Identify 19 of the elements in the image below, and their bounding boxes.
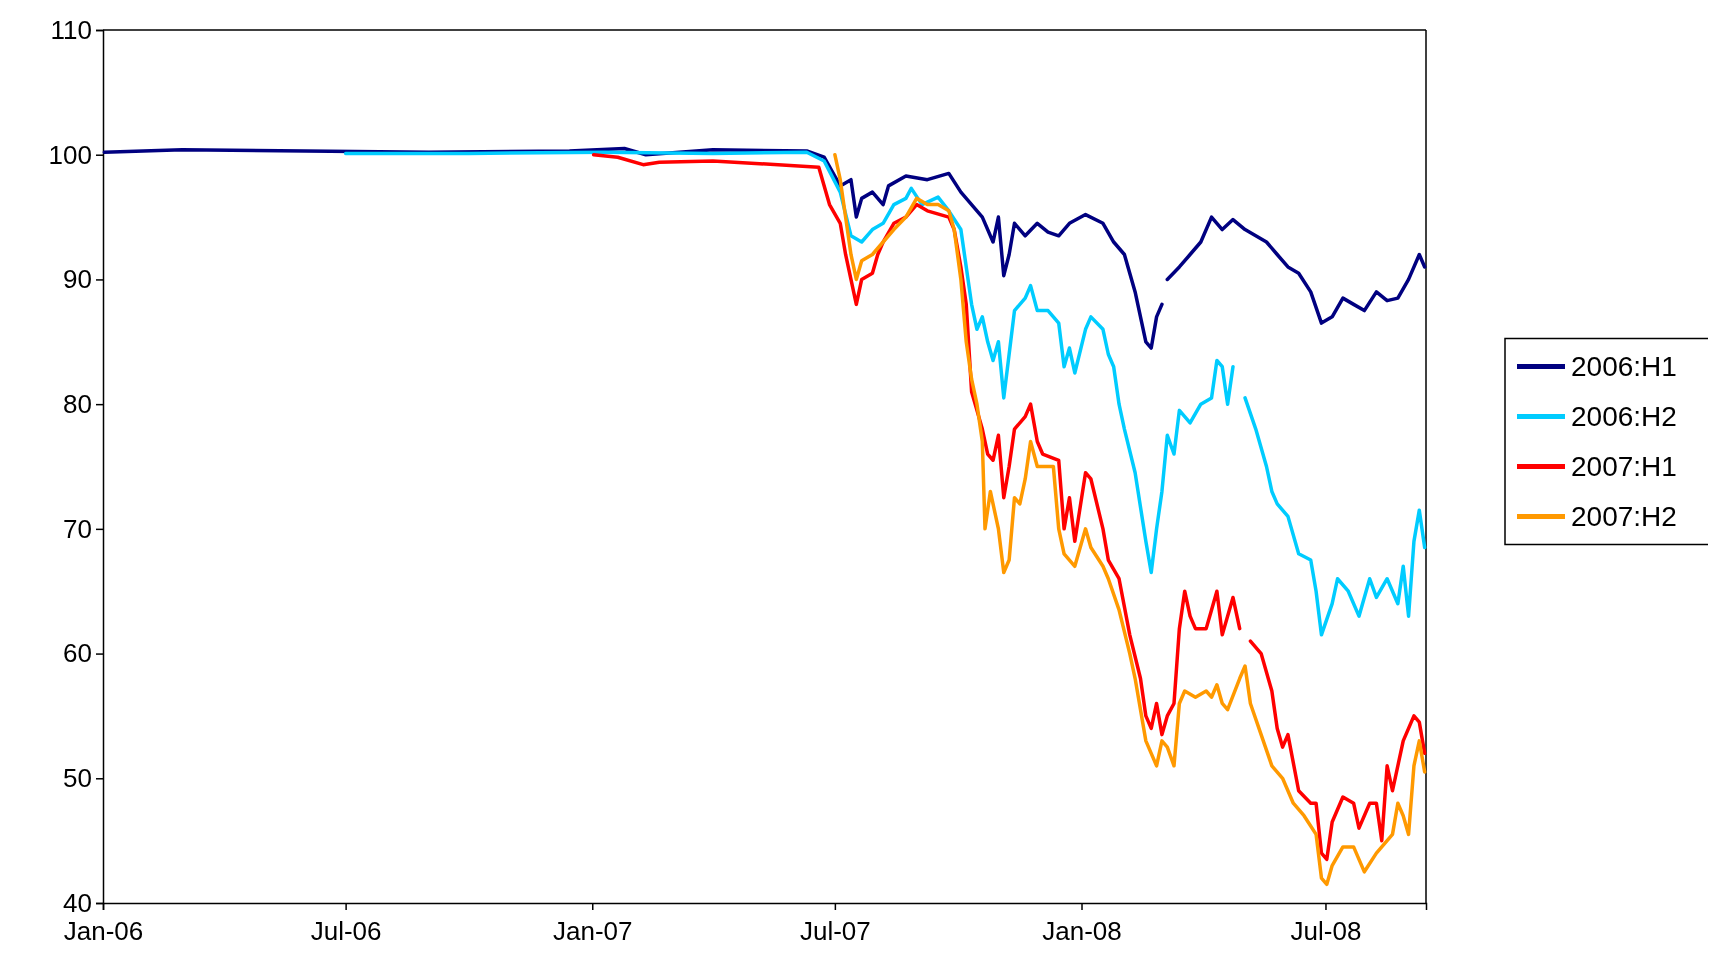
legend-label: 2006:H1 (1571, 350, 1677, 382)
y-tick-label: 70 (63, 513, 92, 544)
y-tick-label: 110 (50, 14, 92, 45)
legend-label: 2007:H2 (1571, 500, 1677, 532)
x-tick-label: Jul-06 (310, 916, 382, 947)
line-series (833, 152, 1427, 887)
y-tick-label: 90 (63, 264, 92, 295)
x-tick-label: Jan-08 (1042, 916, 1122, 947)
y-tick-label: 80 (63, 388, 92, 419)
x-tick-label: Jan-07 (553, 916, 633, 947)
y-tick-label: 60 (63, 638, 92, 669)
legend-label: 2006:H2 (1571, 400, 1677, 432)
y-tick-label: 100 (48, 139, 92, 170)
x-tick-label: Jul-07 (799, 916, 871, 947)
x-tick-label: Jul-08 (1290, 916, 1362, 947)
y-tick-label: 50 (63, 763, 92, 794)
y-tick-label: 40 (63, 887, 92, 918)
x-tick-label: Jan-06 (63, 916, 144, 947)
legend-label: 2007:H1 (1571, 450, 1677, 482)
